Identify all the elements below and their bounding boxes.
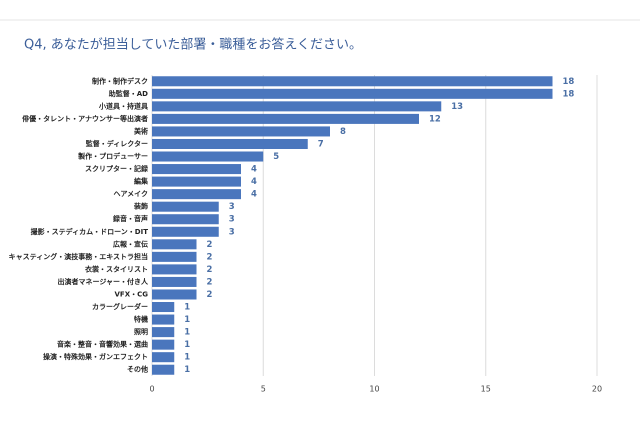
value-label: 1	[184, 315, 190, 325]
x-tick-label: 5	[261, 385, 266, 394]
value-label: 1	[184, 365, 190, 375]
value-label: 2	[207, 277, 213, 287]
x-tick-label: 0	[149, 385, 154, 394]
value-label: 7	[318, 139, 324, 149]
y-tick-label: 俳優・タレント・アナウンサー等出演者	[22, 114, 148, 123]
x-tick-label: 20	[592, 385, 602, 394]
y-tick-label: 出演者マネージャー・付き人	[57, 277, 149, 286]
y-tick-label: キャスティング・演技事務・エキストラ担当	[9, 252, 148, 261]
y-tick-label: カラーグレーダー	[92, 302, 148, 311]
value-label: 13	[451, 102, 463, 112]
bar	[152, 364, 175, 375]
value-label: 1	[184, 340, 190, 350]
bar	[152, 176, 241, 187]
bar	[152, 327, 175, 338]
bar	[152, 101, 442, 112]
value-label: 4	[251, 190, 257, 200]
value-label: 1	[184, 353, 190, 363]
bar	[152, 138, 308, 149]
bar	[152, 339, 175, 350]
value-label: 8	[340, 127, 346, 137]
value-label: 3	[229, 215, 235, 225]
value-label: 1	[184, 328, 190, 338]
y-tick-label: 衣裳・スタイリスト	[85, 264, 148, 273]
bar	[152, 88, 553, 99]
y-tick-label: 小道具・持道具	[98, 101, 148, 110]
x-tick-label: 15	[481, 385, 491, 394]
y-tick-label: 装飾	[133, 202, 148, 211]
y-tick-label: 音楽・整音・音響効果・選曲	[57, 340, 148, 349]
value-label: 2	[207, 240, 213, 250]
bar	[152, 164, 241, 175]
x-tick-label: 10	[369, 385, 379, 394]
y-tick-label: 編集	[134, 177, 149, 186]
y-tick-label: 助監督・AD	[109, 89, 148, 98]
y-tick-label: 操演・特殊効果・ガンエフェクト	[43, 352, 148, 361]
y-tick-label: 制作・制作デスク	[92, 76, 148, 85]
value-label: 2	[207, 252, 213, 262]
y-tick-label: ヘアメイク	[113, 189, 148, 198]
y-tick-label: VFX・CG	[115, 290, 149, 298]
bar	[152, 289, 197, 300]
bar	[152, 76, 553, 87]
y-tick-label: 照明	[134, 327, 148, 336]
y-tick-label: 特機	[134, 315, 148, 324]
y-tick-label: 撮影・ステディカム・ドローン・DIT	[31, 227, 149, 236]
bar	[152, 201, 219, 212]
value-label: 2	[207, 290, 213, 300]
bar	[152, 113, 419, 124]
bar	[152, 352, 175, 363]
bar	[152, 276, 197, 287]
y-tick-label: 広報・宣伝	[113, 239, 148, 248]
value-label: 18	[563, 77, 575, 87]
bar	[152, 226, 219, 237]
bar	[152, 239, 197, 250]
bar	[152, 126, 330, 137]
value-label: 4	[251, 177, 257, 187]
y-tick-label: その他	[127, 365, 148, 374]
bar	[152, 251, 197, 262]
bar	[152, 264, 197, 275]
value-label: 3	[229, 227, 235, 237]
value-label: 3	[229, 202, 235, 212]
bar	[152, 302, 175, 313]
y-tick-label: 録音・音声	[113, 214, 148, 223]
value-label: 4	[251, 165, 257, 175]
value-label: 1	[184, 303, 190, 313]
y-tick-label: 監督・ディレクター	[86, 139, 148, 148]
bar	[152, 189, 241, 200]
y-tick-label: スクリプター・記録	[85, 164, 149, 173]
value-label: 5	[273, 152, 279, 162]
value-label: 18	[563, 89, 575, 99]
bar	[152, 314, 175, 325]
bar	[152, 151, 264, 162]
bar	[152, 214, 219, 225]
value-label: 2	[207, 265, 213, 275]
chart-title: Q4, あなたが担当していた部署・職種をお答えください。	[24, 37, 362, 53]
y-tick-label: 製作・プロデューサー	[77, 152, 148, 161]
value-label: 12	[429, 114, 441, 124]
y-tick-label: 美術	[134, 126, 148, 135]
